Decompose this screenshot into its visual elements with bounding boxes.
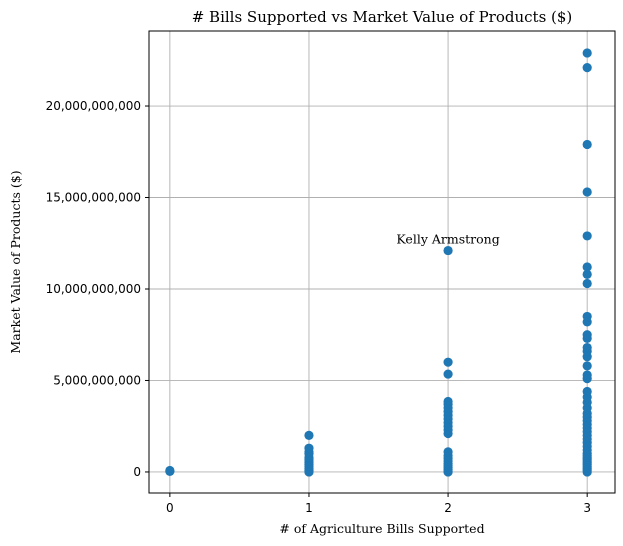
data-point <box>443 245 453 256</box>
data-point <box>582 269 592 279</box>
y-tick-label: 0 <box>133 465 141 479</box>
x-tick-label: 0 <box>166 501 174 515</box>
data-point <box>582 139 592 150</box>
data-point <box>582 62 592 73</box>
y-tick-label: 20,000,000,000 <box>46 99 141 113</box>
y-tick-label: 10,000,000,000 <box>46 282 141 296</box>
y-axis-ticks: 0 5,000,000,000 10,000,000,000 15,000,000,0… <box>46 99 149 479</box>
y-tick-label: 15,000,000,000 <box>46 191 141 205</box>
x-tick-label: 2 <box>444 501 452 515</box>
x-tick-label: 3 <box>583 501 591 515</box>
data-point <box>582 386 592 397</box>
y-axis-label: Market Value of Products ($) <box>8 170 23 353</box>
data-point <box>582 187 592 197</box>
x-axis-ticks: 0 1 2 3 <box>166 493 591 515</box>
data-point <box>443 447 453 457</box>
y-tick-label: 5,000,000,000 <box>53 373 141 387</box>
data-point <box>582 370 592 380</box>
data-point <box>582 311 592 322</box>
annotation-label: Kelly Armstrong <box>396 232 499 247</box>
data-point <box>304 430 314 440</box>
data-points <box>165 48 592 477</box>
plot-frame <box>148 30 616 494</box>
data-point <box>582 231 592 241</box>
data-point <box>582 342 592 353</box>
x-axis-label: # of Agriculture Bills Supported <box>279 521 484 536</box>
data-point <box>582 278 592 289</box>
data-point <box>304 443 314 453</box>
data-point <box>582 330 592 340</box>
data-point <box>582 262 592 272</box>
data-point <box>443 357 453 367</box>
annotations: Kelly Armstrong <box>396 232 499 247</box>
data-point <box>165 465 175 476</box>
chart-title: # Bills Supported vs Market Value of Pro… <box>192 8 573 26</box>
data-point <box>443 369 453 379</box>
data-point <box>443 396 453 407</box>
data-point <box>582 48 592 58</box>
x-tick-label: 1 <box>305 501 313 515</box>
data-point <box>582 361 592 371</box>
grid <box>149 31 615 493</box>
